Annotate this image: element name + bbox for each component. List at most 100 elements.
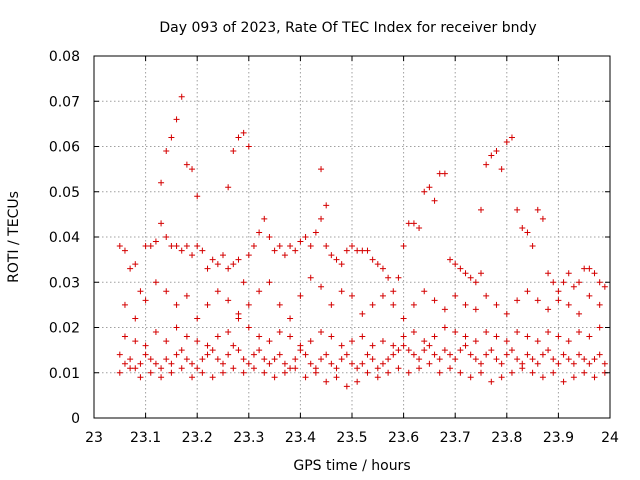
x-tick-label: 23.1 xyxy=(130,430,161,446)
data-point xyxy=(576,310,583,317)
data-point xyxy=(586,333,593,340)
data-point xyxy=(410,220,417,227)
data-point xyxy=(534,297,541,304)
data-point xyxy=(550,369,557,376)
data-point xyxy=(503,351,510,358)
data-point xyxy=(318,329,325,336)
data-point xyxy=(601,283,608,290)
data-point xyxy=(359,333,366,340)
data-point xyxy=(374,261,381,268)
data-point xyxy=(183,333,190,340)
data-point xyxy=(245,143,252,150)
data-point xyxy=(194,243,201,250)
data-point xyxy=(276,351,283,358)
data-point xyxy=(545,270,552,277)
data-point xyxy=(312,369,319,376)
data-point xyxy=(436,356,443,363)
data-point xyxy=(245,301,252,308)
data-point xyxy=(235,347,242,354)
data-point xyxy=(323,243,330,250)
x-tick-label: 23.7 xyxy=(440,430,471,446)
data-point xyxy=(555,360,562,367)
data-point xyxy=(168,369,175,376)
data-point xyxy=(421,288,428,295)
data-point xyxy=(581,369,588,376)
y-tick-label: 0.02 xyxy=(49,321,80,337)
data-point xyxy=(333,365,340,372)
data-point xyxy=(318,283,325,290)
data-point xyxy=(292,247,299,254)
data-point xyxy=(199,356,206,363)
data-point xyxy=(395,347,402,354)
data-point xyxy=(147,369,154,376)
data-point xyxy=(498,374,505,381)
data-point xyxy=(503,338,510,345)
data-point xyxy=(545,329,552,336)
data-point xyxy=(565,338,572,345)
data-point xyxy=(524,333,531,340)
data-point xyxy=(576,351,583,358)
data-point xyxy=(364,247,371,254)
data-point xyxy=(493,333,500,340)
data-point xyxy=(539,215,546,222)
data-point xyxy=(173,116,180,123)
data-point xyxy=(338,288,345,295)
data-point xyxy=(591,374,598,381)
data-point xyxy=(369,301,376,308)
data-point xyxy=(225,265,232,272)
data-point xyxy=(276,243,283,250)
y-tick-label: 0 xyxy=(71,411,80,427)
data-point xyxy=(364,369,371,376)
data-point xyxy=(116,243,123,250)
data-point xyxy=(416,365,423,372)
data-point xyxy=(359,247,366,254)
data-point xyxy=(529,356,536,363)
data-point xyxy=(431,197,438,204)
data-point xyxy=(209,347,216,354)
data-point xyxy=(560,279,567,286)
data-point xyxy=(524,288,531,295)
data-point xyxy=(534,338,541,345)
data-point xyxy=(354,365,361,372)
data-point xyxy=(534,360,541,367)
x-tick-label: 24 xyxy=(601,430,619,446)
data-point xyxy=(209,374,216,381)
data-point xyxy=(168,243,175,250)
data-point xyxy=(183,161,190,168)
data-point xyxy=(137,360,144,367)
data-point xyxy=(452,292,459,299)
data-point xyxy=(601,360,608,367)
data-point xyxy=(369,356,376,363)
data-point xyxy=(297,292,304,299)
data-point xyxy=(132,338,139,345)
data-point xyxy=(235,256,242,263)
data-point xyxy=(189,374,196,381)
data-point xyxy=(570,283,577,290)
data-point xyxy=(302,374,309,381)
data-point xyxy=(297,342,304,349)
data-point xyxy=(235,315,242,322)
data-point xyxy=(173,301,180,308)
data-point xyxy=(565,301,572,308)
data-point xyxy=(256,333,263,340)
data-point xyxy=(534,206,541,213)
data-point xyxy=(163,356,170,363)
data-point xyxy=(503,310,510,317)
data-point xyxy=(576,279,583,286)
data-point xyxy=(281,252,288,259)
data-point xyxy=(163,338,170,345)
data-point xyxy=(338,342,345,349)
data-point xyxy=(307,274,314,281)
x-tick-label: 23.4 xyxy=(285,430,316,446)
data-point xyxy=(271,356,278,363)
data-point xyxy=(596,351,603,358)
data-point xyxy=(488,347,495,354)
data-point xyxy=(338,261,345,268)
data-point xyxy=(292,365,299,372)
data-point xyxy=(323,378,330,385)
data-point xyxy=(178,247,185,254)
data-point xyxy=(214,261,221,268)
data-point xyxy=(158,374,165,381)
data-point xyxy=(400,315,407,322)
data-point xyxy=(467,351,474,358)
